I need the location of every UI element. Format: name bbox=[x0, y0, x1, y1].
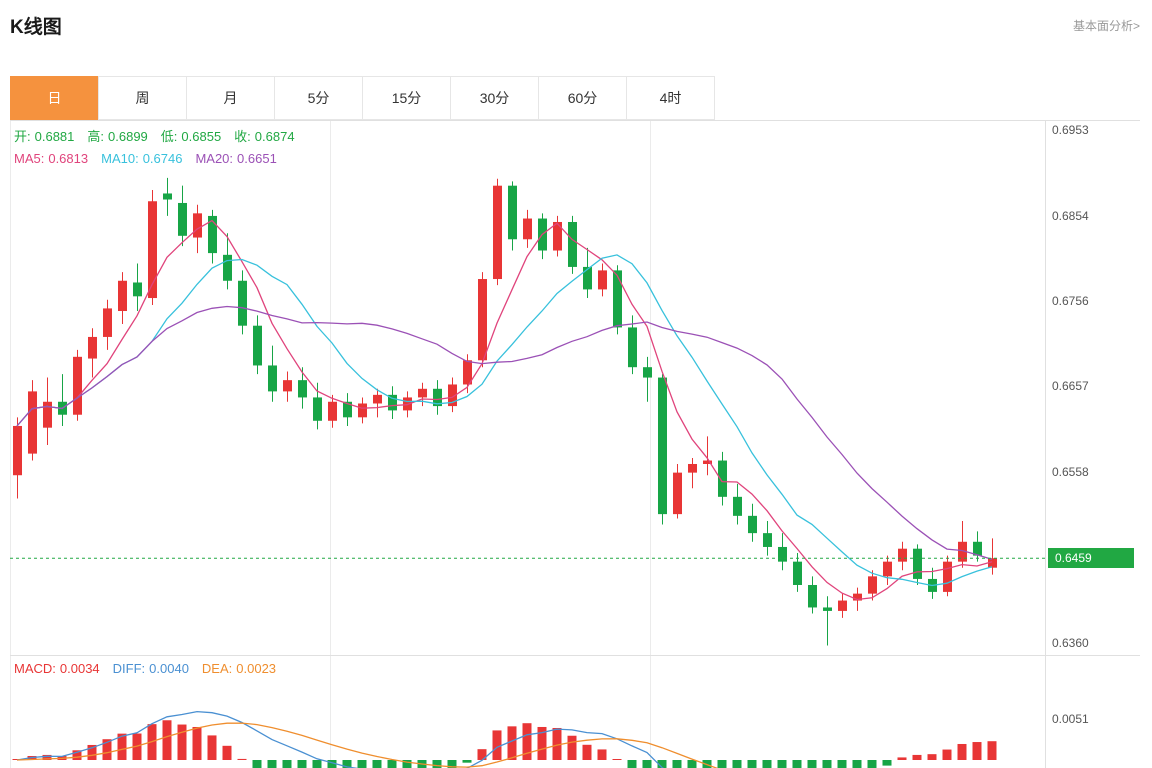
ohlc-low: 低: 0.6855 bbox=[160, 129, 222, 144]
ohlc-high: 高: 0.6899 bbox=[87, 129, 148, 144]
price-axis-label: 0.6360 bbox=[1052, 635, 1089, 650]
ohlc-legend: 开: 0.6881 高: 0.6899 低: 0.6855 收: 0.6874 bbox=[14, 126, 295, 145]
tab-5min[interactable]: 5分 bbox=[274, 76, 363, 120]
diff-line bbox=[16, 710, 665, 768]
macd-dea: DEA: 0.0023 bbox=[201, 661, 277, 676]
last-price-badge: 0.6459 bbox=[1048, 548, 1134, 568]
tab-week[interactable]: 周 bbox=[98, 76, 187, 120]
ohlc-open: 开: 0.6881 bbox=[14, 129, 75, 144]
ma-legend: MA5: 0.6813 MA10: 0.6746 MA20: 0.6651 bbox=[14, 151, 277, 166]
ohlc-close: 收: 0.6874 bbox=[234, 129, 295, 144]
tab-60min[interactable]: 60分 bbox=[538, 76, 627, 120]
interval-tab-bar: 日周月 5分 15分 30分 60分 4时 bbox=[10, 76, 715, 120]
price-axis-label: 0.6953 bbox=[1052, 123, 1089, 138]
macd-diff: DIFF: 0.0040 bbox=[112, 661, 189, 676]
tab-4hour[interactable]: 4时 bbox=[626, 76, 715, 120]
price-axis-label: 0.6558 bbox=[1052, 464, 1089, 479]
ma10-line bbox=[16, 254, 993, 587]
price-axis-label: 0.6854 bbox=[1052, 208, 1089, 223]
ma5-line bbox=[16, 219, 993, 601]
macd-macd: MACD: 0.0034 bbox=[14, 661, 100, 676]
tab-day[interactable]: 日 bbox=[10, 76, 99, 120]
macd-legend: MACD: 0.0034 DIFF: 0.0040 DEA: 0.0023 bbox=[14, 661, 276, 676]
page-title: K线图 bbox=[10, 17, 62, 38]
price-axis-label: 0.6657 bbox=[1052, 379, 1089, 394]
macd-axis-label: 0.0051 bbox=[1052, 712, 1089, 727]
price-axis-label: 0.6756 bbox=[1052, 293, 1089, 308]
candles-layer bbox=[13, 177, 997, 646]
ma-ma10: MA10: 0.6746 bbox=[101, 151, 183, 166]
tab-month[interactable]: 月 bbox=[186, 76, 275, 120]
macd-layer bbox=[12, 710, 997, 768]
grid-layer bbox=[10, 120, 1140, 768]
ma-ma5: MA5: 0.6813 bbox=[14, 151, 89, 166]
fundamental-analysis-link[interactable]: 基本面分析> bbox=[1072, 19, 1140, 33]
ma20-line bbox=[16, 305, 993, 561]
tab-30min[interactable]: 30分 bbox=[450, 76, 539, 120]
ma-ma20: MA20: 0.6651 bbox=[195, 151, 277, 166]
dea-line bbox=[16, 722, 719, 768]
tab-15min[interactable]: 15分 bbox=[362, 76, 451, 120]
